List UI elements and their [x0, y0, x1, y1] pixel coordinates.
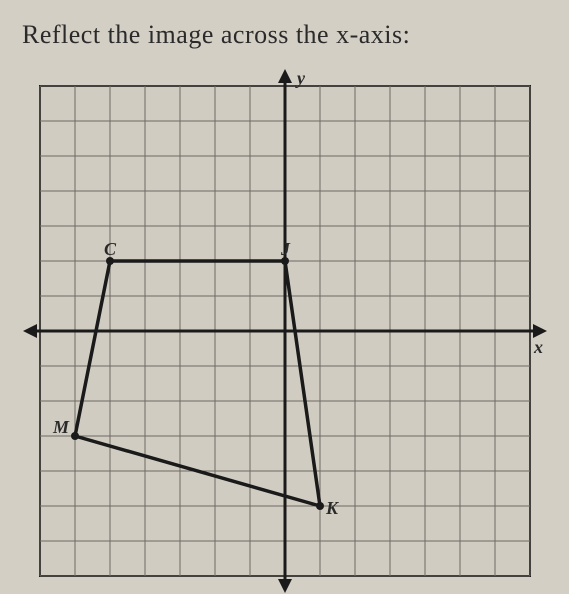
graph-container: y x M C J K: [12, 68, 557, 594]
vertex-label-K: K: [325, 498, 340, 518]
vertex-M: [71, 432, 79, 440]
vertex-label-J: J: [280, 239, 291, 259]
question-text: Reflect the image across the x-axis:: [22, 20, 557, 50]
vertex-label-M: M: [52, 417, 70, 437]
vertex-label-C: C: [104, 239, 117, 259]
x-axis-label: x: [533, 337, 543, 357]
coordinate-graph: y x M C J K: [22, 68, 548, 594]
vertex-K: [316, 502, 324, 510]
y-axis-label: y: [295, 68, 306, 88]
